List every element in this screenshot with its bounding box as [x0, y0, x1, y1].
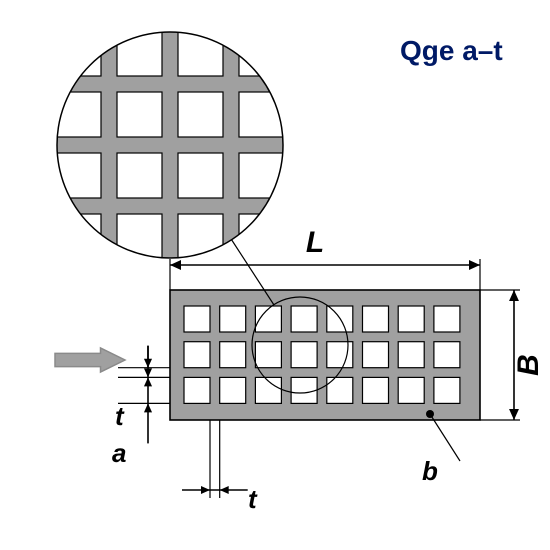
figure-title: Qge a–t: [400, 35, 503, 66]
dim-B-label: B: [512, 354, 545, 376]
dim-t-horiz-label: t: [248, 484, 258, 514]
dim-a-label: a: [112, 438, 126, 468]
dim-t-vert-label: t: [115, 401, 125, 431]
dim-b-label: b: [422, 456, 438, 486]
dim-L-label: L: [306, 226, 324, 259]
